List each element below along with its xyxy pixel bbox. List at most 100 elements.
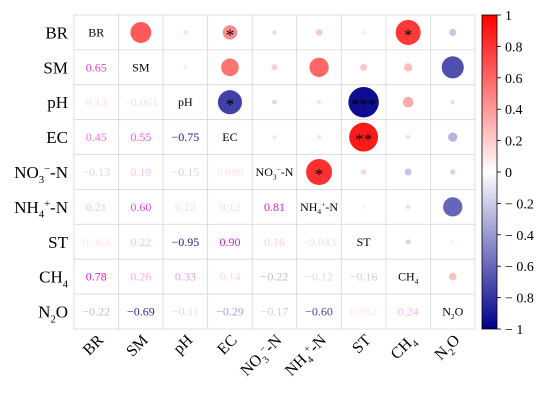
corr-value-n2o-sm: −0.69 <box>127 305 155 319</box>
corr-value-no3-n-br: −0.13 <box>82 165 110 179</box>
grid-cell <box>207 293 253 330</box>
grid-cell <box>118 119 164 155</box>
corr-circle-no3-n-nh4-n <box>306 159 333 185</box>
corr-circle-nh4-n-st <box>361 204 366 210</box>
grid-cell <box>251 189 298 225</box>
corr-value-st-br: 0.063 <box>83 235 110 249</box>
corr-value-ch4-ph: 0.33 <box>175 270 196 284</box>
corr-value-ph-br: 0.13 <box>86 95 107 109</box>
colorbar: 1 0.8 0.6 0.4 0.2 0 − 0.2 − 0.4 − 0.6 − 0.8 − 1 <box>481 9 534 338</box>
grid-cell <box>251 258 298 295</box>
significance-mark: * <box>226 95 235 114</box>
grid-cell <box>251 223 298 260</box>
significance-mark: * <box>404 25 413 44</box>
significance-mark: *** <box>351 95 377 114</box>
matrix-marks: BR 0.65 SM 0.13 −0.061 pH 0.45 0.55 −0.75 EC −0.13… <box>82 19 464 321</box>
row-label-no3-n: NO3−-N <box>14 163 68 186</box>
corr-value-n2o-no3-n: −0.17 <box>261 305 289 319</box>
corr-value-ch4-ec: 0.14 <box>219 270 240 284</box>
corr-value-ch4-st: −0.16 <box>350 270 378 284</box>
colorbar-tick-label: − 0.4 <box>505 229 534 244</box>
corr-circle-br-ch4 <box>395 19 421 45</box>
corr-value-n2o-ec: −0.29 <box>216 305 244 319</box>
corr-circle-nh4-n-ch4 <box>405 204 411 210</box>
grid-cell <box>296 189 342 225</box>
row-label-ch4: CH4 <box>39 268 69 291</box>
row-label-n2o: N2O <box>38 303 68 326</box>
row-labels: BR SM pH EC NO3−-N NH4+-N ST CH4 N2O <box>14 23 68 325</box>
grid-cell <box>73 293 119 330</box>
grid-cell <box>73 14 119 51</box>
grid-cell <box>340 258 387 295</box>
corr-circle-ph-ch4 <box>402 96 414 108</box>
grid-cell <box>251 293 298 330</box>
corr-circle-ph-st <box>348 86 379 118</box>
grid-cell <box>73 84 119 121</box>
corr-value-st-nh4-n: −0.043 <box>302 235 336 249</box>
column-label-sm: SM <box>123 332 151 360</box>
row-label-ec: EC <box>46 128 68 147</box>
grid-cell <box>207 154 253 190</box>
colorbar-tick-label: 0.4 <box>505 103 523 118</box>
grid-cell <box>207 189 253 225</box>
grid-cell <box>118 293 164 330</box>
corr-value-n2o-ch4: 0.24 <box>398 305 419 319</box>
corr-circle-ec-st <box>349 122 379 152</box>
corr-circle-st-ch4 <box>405 239 411 245</box>
row-label-sm: SM <box>43 58 68 77</box>
column-label-ec: EC <box>214 332 240 358</box>
grid-cell <box>207 258 253 295</box>
corr-value-no3-n-ph: −0.15 <box>171 165 199 179</box>
corr-circle-br-st <box>361 30 366 35</box>
corr-value-ec-ph: −0.75 <box>171 130 199 144</box>
grid-cell <box>162 293 209 330</box>
row-label-st: ST <box>48 233 68 252</box>
corr-value-st-sm: 0.22 <box>130 235 151 249</box>
corr-value-nh4-n-no3-n: 0.81 <box>264 200 285 214</box>
corr-value-ph-sm: −0.061 <box>124 95 158 109</box>
corr-value-no3-n-sm: 0.19 <box>130 165 151 179</box>
significance-mark: * <box>315 165 324 184</box>
grid-cell <box>207 119 253 155</box>
significance-mark: * <box>226 25 235 44</box>
corr-value-no3-n-ec: 0.099 <box>216 165 243 179</box>
grid-cell <box>73 154 119 190</box>
corr-circle-sm-ec <box>221 58 239 77</box>
corr-circle-br-ph <box>183 30 188 35</box>
grid-cell <box>162 84 209 121</box>
corr-circle-sm-ch4 <box>403 63 413 72</box>
diagonal-label-ec: EC <box>222 130 237 144</box>
grid-cell <box>73 223 119 260</box>
corr-circle-st-n2o <box>450 239 455 244</box>
grid-cell <box>251 49 298 86</box>
diagonal-label-ph: pH <box>178 95 193 109</box>
diagonal-label-nh4-n: NH4+-N <box>300 200 338 216</box>
diagonal-label-no3-n: NO3−-N <box>256 165 294 181</box>
grid-cell <box>73 258 119 295</box>
row-label-ph: pH <box>47 93 68 112</box>
corr-circle-br-no3-n <box>272 30 277 35</box>
column-label-ch4: CH4 <box>388 332 422 366</box>
grid-cell <box>340 223 387 260</box>
column-label-nh4-n: NH4+-N <box>282 331 333 382</box>
colorbar-tick-label: 1 <box>505 9 512 24</box>
corr-circle-ec-no3-n <box>272 134 277 140</box>
colorbar-gradient <box>481 14 498 330</box>
row-label-nh4-n: NH4+-N <box>14 198 68 221</box>
corr-circle-no3-n-n2o <box>449 169 456 175</box>
corr-circle-br-nh4-n <box>315 29 323 36</box>
corr-circle-sm-nh4-n <box>309 57 329 77</box>
colorbar-tick-label: 0 <box>505 166 512 181</box>
grid-cell <box>73 119 119 155</box>
diagonal-label-sm: SM <box>132 60 150 74</box>
corr-value-nh4-n-ph: 0.12 <box>175 200 196 214</box>
corr-circle-br-sm <box>130 22 152 43</box>
corr-value-n2o-nh4-n: −0.60 <box>305 305 333 319</box>
grid-cell <box>162 258 209 295</box>
corr-circle-sm-st <box>360 63 368 71</box>
grid-cell <box>118 189 164 225</box>
corr-value-ch4-no3-n: −0.22 <box>261 270 289 284</box>
corr-circle-br-n2o <box>449 28 457 36</box>
